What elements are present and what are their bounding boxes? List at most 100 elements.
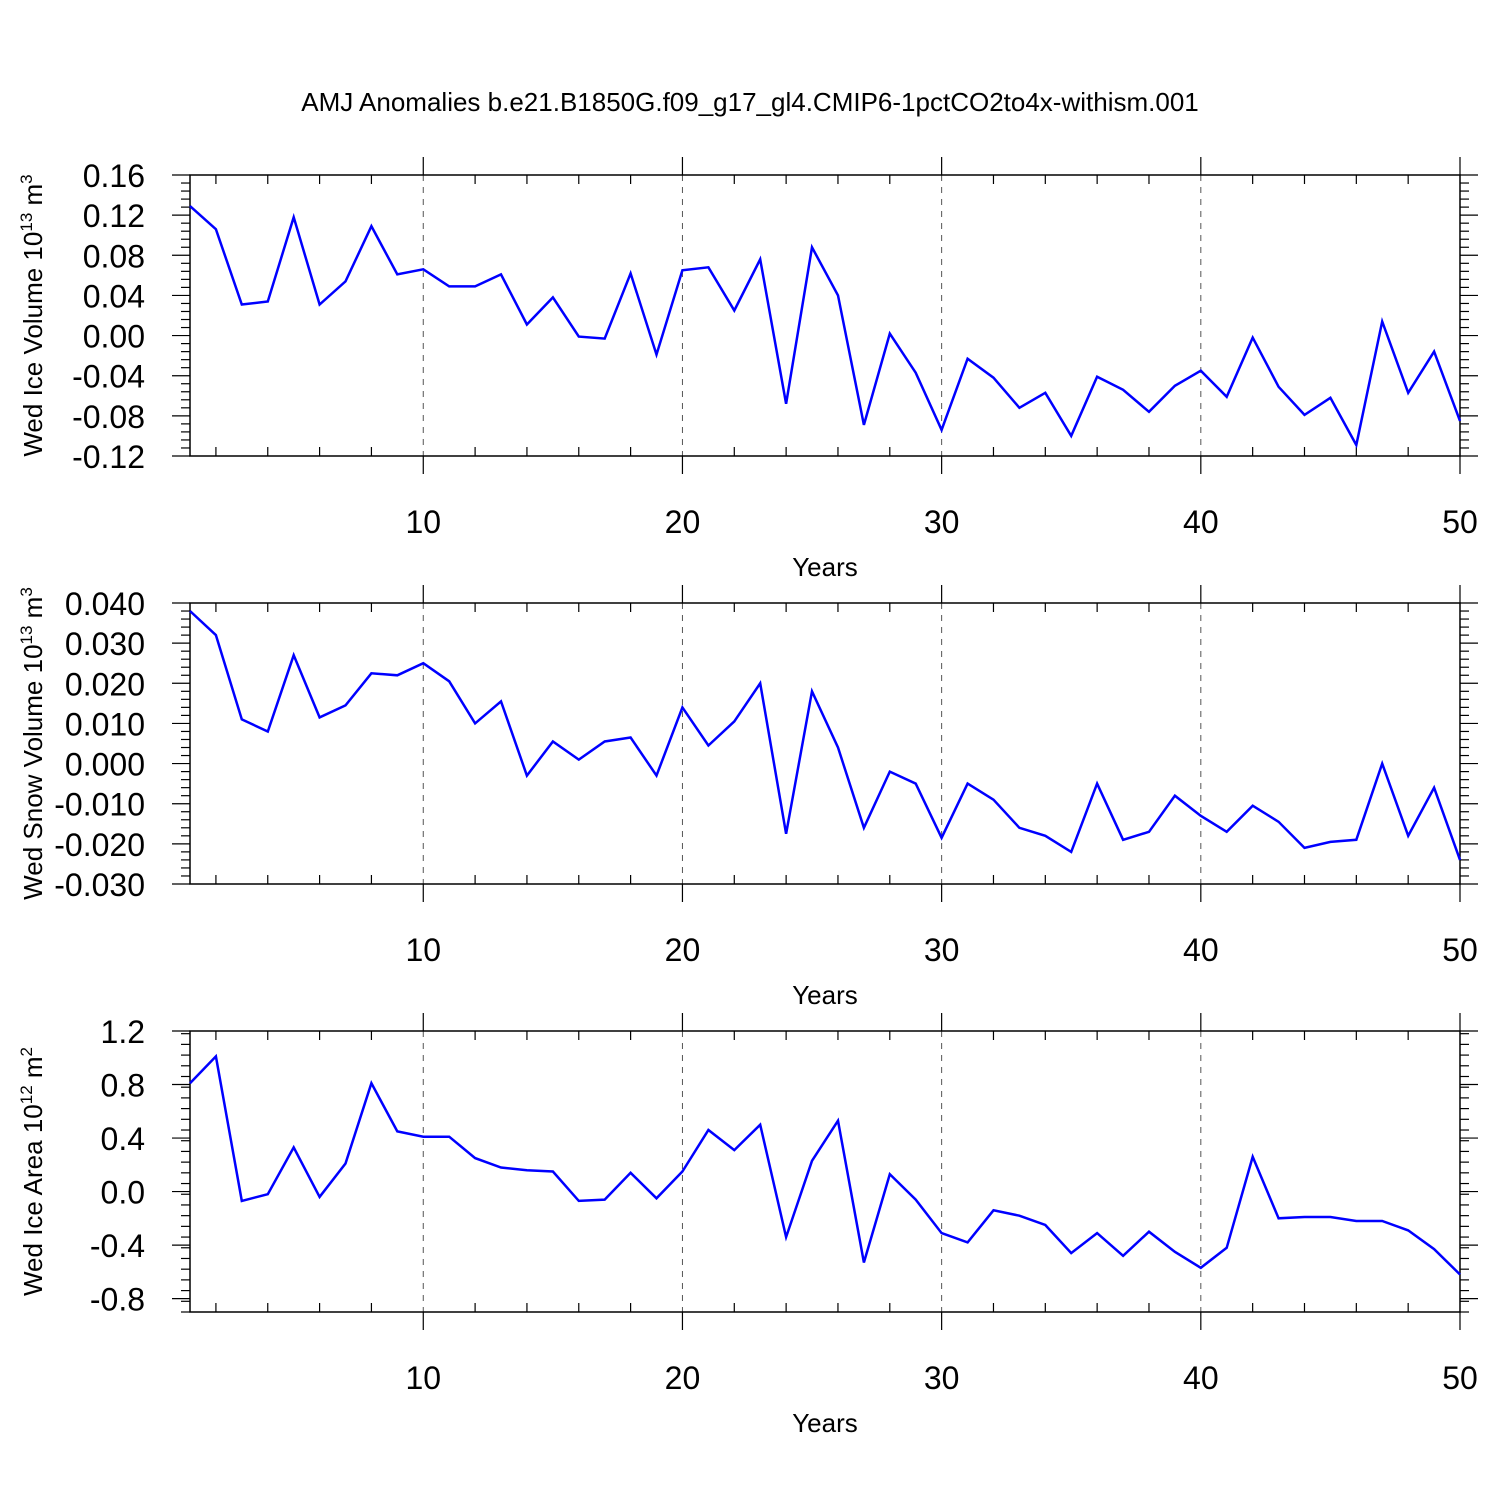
data-point <box>1044 392 1046 394</box>
data-point <box>1355 839 1357 841</box>
data-point <box>1122 389 1124 391</box>
data-point <box>1459 1273 1461 1275</box>
data-point <box>474 285 476 287</box>
data-point <box>422 1136 424 1138</box>
x-axis-label: Years <box>792 552 858 582</box>
data-point <box>1355 444 1357 446</box>
data-point <box>1070 851 1072 853</box>
plot-frame <box>189 1030 1461 1313</box>
data-point <box>1044 835 1046 837</box>
y-tick-label: 1.2 <box>101 1014 145 1050</box>
data-point <box>370 1082 372 1084</box>
data-point <box>629 272 631 274</box>
x-tick-label: 40 <box>1183 504 1219 540</box>
data-point <box>552 1170 554 1172</box>
data-point <box>940 429 942 431</box>
data-point <box>267 1193 269 1195</box>
data-point <box>759 1123 761 1125</box>
data-point <box>992 377 994 379</box>
data-point <box>629 1172 631 1174</box>
data-point <box>915 372 917 374</box>
x-tick-label: 30 <box>924 504 960 540</box>
y-tick-label: 0.12 <box>83 198 145 234</box>
y-tick-label: 0.00 <box>83 319 145 355</box>
data-point <box>1174 1251 1176 1253</box>
data-point <box>1459 420 1461 422</box>
y-tick-label: -0.12 <box>72 439 145 475</box>
y-tick-label: -0.8 <box>90 1282 145 1318</box>
data-point <box>603 337 605 339</box>
data-point <box>526 774 528 776</box>
data-point <box>189 205 191 207</box>
y-tick-label: 0.030 <box>65 626 145 662</box>
data-point <box>474 1157 476 1159</box>
data-point <box>1122 839 1124 841</box>
data-point <box>370 672 372 674</box>
data-point <box>1096 1232 1098 1234</box>
data-point <box>915 1198 917 1200</box>
plot-frame <box>189 602 1461 885</box>
x-tick-label: 10 <box>405 504 441 540</box>
data-point <box>1407 1229 1409 1231</box>
data-point <box>344 704 346 706</box>
y-axis-label: Wed Ice Volume 1013 m3 <box>17 174 48 456</box>
data-point <box>344 1162 346 1164</box>
data-point <box>707 744 709 746</box>
data-point <box>733 720 735 722</box>
data-point <box>1148 831 1150 833</box>
data-point <box>837 294 839 296</box>
data-point <box>448 1136 450 1138</box>
series-line <box>189 205 1462 449</box>
data-point <box>759 258 761 260</box>
data-point <box>552 740 554 742</box>
data-point <box>448 285 450 287</box>
x-tick-label: 40 <box>1183 1360 1219 1396</box>
data-point <box>863 424 865 426</box>
data-point <box>992 799 994 801</box>
data-point <box>448 680 450 682</box>
data-point <box>1433 786 1435 788</box>
data-point <box>422 268 424 270</box>
data-point <box>1407 392 1409 394</box>
data-point <box>1433 1248 1435 1250</box>
x-tick-label: 40 <box>1183 932 1219 968</box>
data-point <box>733 309 735 311</box>
data-point <box>396 674 398 676</box>
data-point <box>474 722 476 724</box>
data-point <box>811 690 813 692</box>
data-point <box>318 303 320 305</box>
plot-frame <box>189 174 1461 457</box>
data-point <box>1459 859 1461 861</box>
data-point <box>267 730 269 732</box>
data-point <box>1122 1255 1124 1257</box>
data-point <box>1303 414 1305 416</box>
data-point <box>1407 835 1409 837</box>
data-point <box>1381 762 1383 764</box>
x-axis-label: Years <box>792 980 858 1010</box>
data-point <box>863 1261 865 1263</box>
data-point <box>526 1169 528 1171</box>
data-point <box>733 1149 735 1151</box>
chart-panels: 10 20 30 40 50 -0.12 -0.08 -0.04 0.00 0.04 0.08 0.1… <box>17 157 1478 1438</box>
chart-panel-1: 10 20 30 40 50 -0.12 -0.08 -0.04 0.00 0.04 0.08 0.1… <box>17 157 1478 582</box>
y-tick-label: 0.000 <box>65 747 145 783</box>
data-point <box>1096 782 1098 784</box>
y-tick-label: -0.08 <box>72 399 145 435</box>
data-point <box>992 1209 994 1211</box>
data-point <box>189 610 191 612</box>
data-point <box>629 736 631 738</box>
data-point <box>1070 1252 1072 1254</box>
y-tick-label: 0.04 <box>83 278 145 314</box>
data-point <box>707 1129 709 1131</box>
data-point <box>292 216 294 218</box>
data-point <box>1096 376 1098 378</box>
y-tick-label: 0.010 <box>65 706 145 742</box>
data-point <box>940 837 942 839</box>
x-tick-label: 30 <box>924 932 960 968</box>
data-point <box>422 662 424 664</box>
data-point <box>1251 336 1253 338</box>
x-axis-label: Years <box>792 1408 858 1438</box>
x-tick-label: 50 <box>1442 932 1478 968</box>
data-point <box>500 273 502 275</box>
data-point <box>1329 841 1331 843</box>
